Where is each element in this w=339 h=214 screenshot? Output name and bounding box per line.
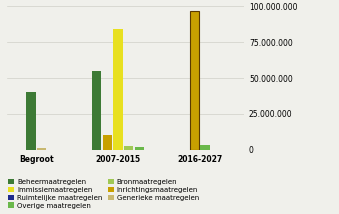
Bar xyxy=(113,29,123,150)
Legend: Beheermaatregelen, Immissiemaatregelen, Ruimtelijke maatregelen, Overige maatreg: Beheermaatregelen, Immissiemaatregelen, … xyxy=(8,179,199,209)
Bar xyxy=(124,146,133,150)
Bar xyxy=(26,92,36,150)
Bar xyxy=(103,135,112,150)
Bar xyxy=(37,148,46,150)
Bar xyxy=(200,146,210,150)
Bar xyxy=(135,147,144,150)
Bar xyxy=(92,71,101,150)
Bar xyxy=(190,11,199,150)
